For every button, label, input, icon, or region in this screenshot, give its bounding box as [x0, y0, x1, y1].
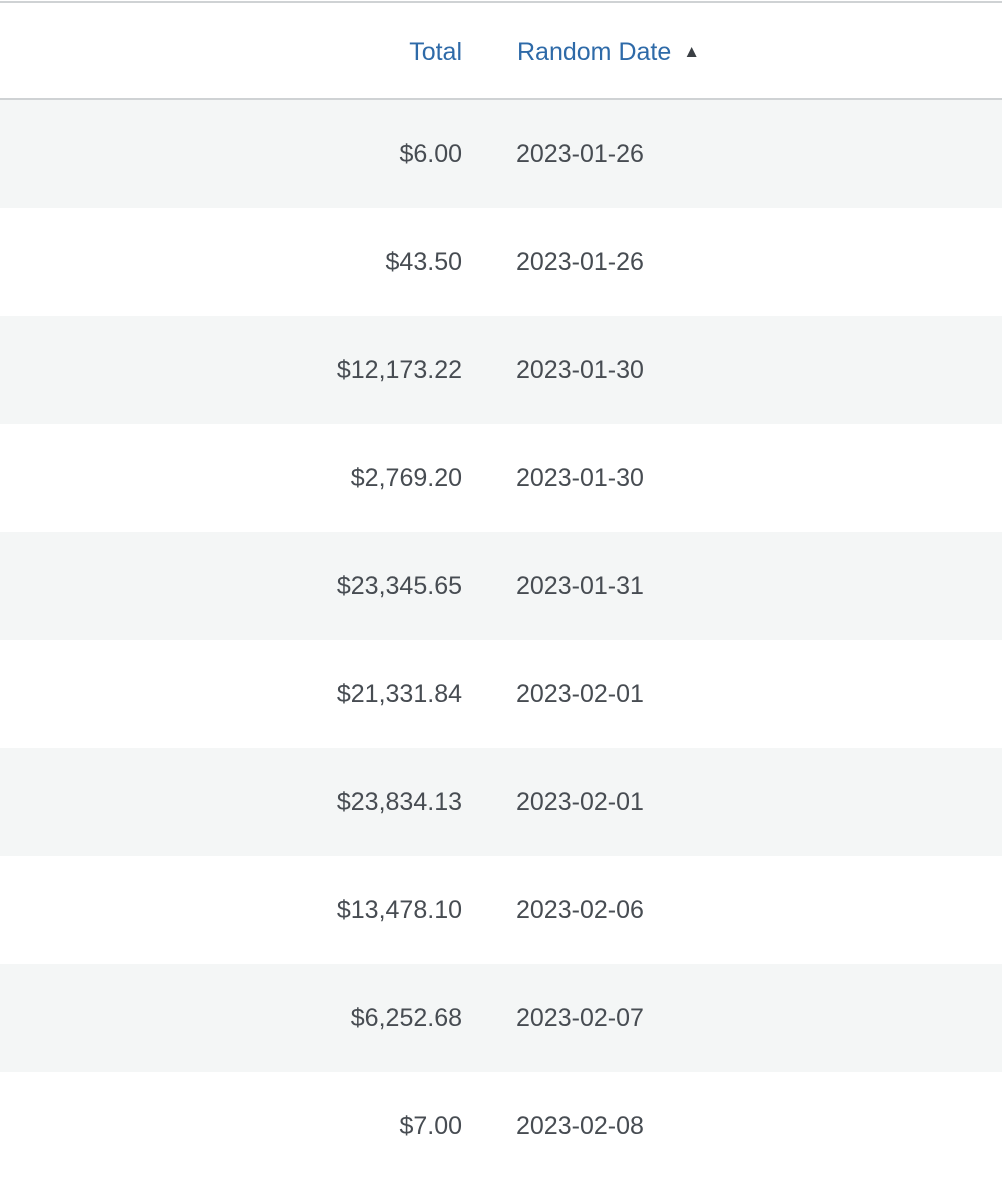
column-header-total[interactable]: Total — [409, 38, 462, 66]
top-border — [0, 1, 1002, 3]
table-row: $2,769.20 2023-01-30 — [0, 424, 1002, 532]
cell-total: $13,478.10 — [336, 896, 462, 924]
cell-total: $43.50 — [385, 248, 462, 276]
cell-random-date: 2023-02-06 — [516, 896, 644, 924]
cell-random-date: 2023-02-07 — [516, 1004, 644, 1032]
cell-random-date: 2023-01-31 — [516, 572, 644, 600]
cell-total: $6,252.68 — [350, 1004, 462, 1032]
column-header-random-date[interactable]: Random Date ▲ — [517, 3, 700, 98]
table-row: $12,173.22 2023-01-30 — [0, 316, 1002, 424]
cell-total: $23,345.65 — [336, 572, 462, 600]
table-row: $6,252.68 2023-02-07 — [0, 964, 1002, 1072]
cell-random-date: 2023-02-01 — [516, 788, 644, 816]
table-header: Total Random Date ▲ — [0, 3, 1002, 100]
cell-total: $21,331.84 — [336, 680, 462, 708]
table-body: $6.00 2023-01-26 $43.50 2023-01-26 $12,173.2… — [0, 100, 1002, 1180]
cell-total: $2,769.20 — [350, 464, 462, 492]
triangle-up-icon: ▲ — [683, 42, 701, 61]
table-row: $7.00 2023-02-08 — [0, 1072, 1002, 1180]
cell-random-date: 2023-01-26 — [516, 248, 644, 276]
table-row: $21,331.84 2023-02-01 — [0, 640, 1002, 748]
cell-random-date: 2023-01-26 — [516, 140, 644, 168]
cell-random-date: 2023-01-30 — [516, 464, 644, 492]
cell-total: $23,834.13 — [336, 788, 462, 816]
column-header-label: Random Date — [517, 38, 672, 66]
cell-total: $6.00 — [399, 140, 462, 168]
cell-random-date: 2023-02-01 — [516, 680, 644, 708]
cell-random-date: 2023-02-08 — [516, 1112, 644, 1140]
table-row: $6.00 2023-01-26 — [0, 100, 1002, 208]
table-row: $13,478.10 2023-02-06 — [0, 856, 1002, 964]
cell-total: $7.00 — [399, 1112, 462, 1140]
cell-random-date: 2023-01-30 — [516, 356, 644, 384]
cell-total: $12,173.22 — [336, 356, 462, 384]
table-row: $43.50 2023-01-26 — [0, 208, 1002, 316]
table-row: $23,345.65 2023-01-31 — [0, 532, 1002, 640]
table-row: $23,834.13 2023-02-01 — [0, 748, 1002, 856]
